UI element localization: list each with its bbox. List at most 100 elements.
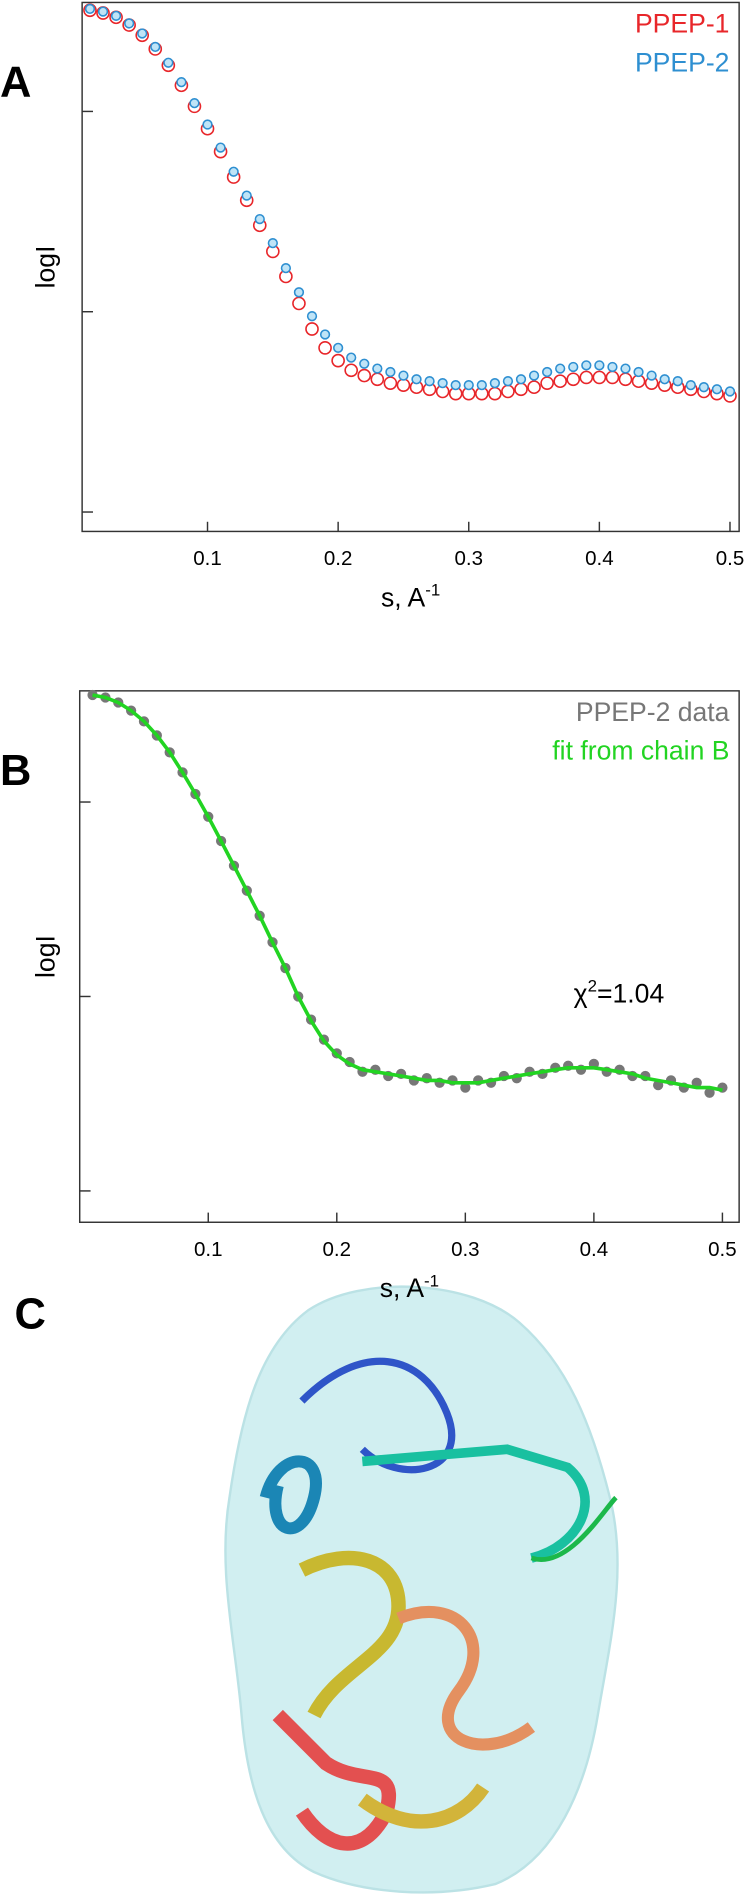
- data-point: [411, 374, 422, 385]
- legend-entry: PPEP-1: [635, 9, 730, 39]
- data-point: [527, 380, 541, 395]
- ribbon: [259, 1455, 322, 1535]
- annotation-text: =1.04: [597, 978, 664, 1008]
- data-point: [110, 10, 122, 21]
- data-point: [137, 28, 148, 39]
- x-axis-label-text: s, A: [381, 582, 426, 612]
- data-point: [541, 366, 553, 378]
- annotation: χ2=1.04: [574, 977, 665, 1009]
- data-point: [241, 190, 252, 201]
- data-point: [450, 380, 461, 391]
- ribbon: [357, 1783, 490, 1829]
- x-tick-label: 0.5: [708, 1238, 737, 1261]
- data-point: [346, 352, 357, 363]
- data-point: [437, 378, 448, 389]
- x-tick-label: 0.1: [194, 1238, 223, 1261]
- data-point: [372, 363, 383, 374]
- data-point: [672, 376, 683, 387]
- data-point: [228, 166, 239, 177]
- data-point: [84, 3, 96, 15]
- ribbon: [530, 1495, 618, 1562]
- fit-line: [92, 693, 723, 1092]
- data-point: [515, 374, 527, 385]
- annotation-symbol: χ: [574, 978, 588, 1008]
- data-point: [370, 372, 385, 387]
- data-point: [150, 41, 161, 53]
- data-point: [463, 380, 474, 391]
- panel-c: C: [14, 1285, 619, 1894]
- x-tick-label: 0.2: [323, 1238, 352, 1261]
- chart: 0.1 0.2 0.3 0.4 0.5 s, A-1 logI A PPEP-1 PPEP-2: [0, 1, 745, 612]
- data-point: [698, 382, 709, 393]
- data-point: [202, 119, 213, 130]
- data-point: [398, 370, 409, 381]
- data-point: [633, 366, 644, 378]
- data-point: [555, 363, 566, 374]
- x-axis-label: s, A-1: [380, 1271, 439, 1303]
- data-point: [581, 360, 592, 371]
- data-point: [293, 287, 305, 298]
- data-point: [267, 238, 278, 249]
- data-point: [424, 376, 435, 387]
- data-point: [333, 342, 344, 354]
- x-tick-label: 0.4: [580, 1238, 609, 1261]
- data-point: [659, 374, 670, 385]
- chart: 0.1 0.2 0.3 0.4 0.5 s, A-1 logI B PPEP-2 data fit…: [0, 689, 740, 1303]
- data-point: [318, 341, 332, 355]
- x-axis-label: s, A-1: [381, 580, 440, 612]
- data-point: [215, 142, 226, 153]
- data-point: [620, 363, 631, 374]
- data-point: [189, 98, 200, 109]
- data-point: [254, 213, 265, 225]
- data-point: [176, 77, 187, 88]
- x-tick-label: 0.5: [716, 547, 745, 570]
- data-point: [280, 263, 292, 274]
- legend-entry: PPEP-2 data: [576, 697, 730, 727]
- data-point: [488, 386, 502, 401]
- data-point: [711, 384, 723, 395]
- data-point: [501, 384, 515, 399]
- data-point: [568, 361, 579, 373]
- ribbon: [361, 1444, 590, 1563]
- x-tick-label: 0.1: [193, 547, 222, 570]
- data-point: [359, 358, 370, 369]
- data-point: [357, 368, 372, 383]
- x-tick-label: 0.2: [324, 547, 353, 570]
- data-point: [724, 386, 736, 397]
- data-point: [331, 353, 345, 368]
- y-axis-label: logI: [30, 246, 60, 289]
- data-point: [124, 18, 135, 29]
- data-point: [618, 372, 633, 387]
- data-point: [594, 360, 605, 371]
- data-point: [592, 370, 607, 385]
- legend-entry: PPEP-2: [635, 47, 730, 77]
- data-point: [646, 370, 657, 381]
- annotation-superscript: 2: [588, 977, 597, 996]
- plot-frame: [78, 690, 740, 1223]
- data-point: [553, 374, 568, 389]
- x-axis-label-text: s, A: [380, 1273, 425, 1303]
- data-point: [383, 376, 398, 390]
- data-point: [605, 370, 620, 385]
- data-point: [476, 380, 487, 391]
- data-point: [489, 378, 501, 389]
- panel-label: C: [14, 1291, 45, 1339]
- panel-label: B: [0, 747, 31, 795]
- data-point: [607, 361, 618, 373]
- data-point: [502, 376, 514, 387]
- data-point: [163, 57, 174, 68]
- x-tick-label: 0.4: [585, 547, 614, 570]
- data-point: [292, 296, 306, 311]
- data-point: [344, 363, 359, 378]
- legend-entry: fit from chain B: [552, 736, 729, 766]
- x-tick-label: 0.3: [451, 1238, 480, 1261]
- data-point: [579, 370, 594, 385]
- data-point: [566, 372, 581, 387]
- data-point: [685, 380, 696, 391]
- data-point: [306, 311, 318, 322]
- ribbon: [298, 1550, 406, 1719]
- data-point: [305, 322, 319, 336]
- data-point: [97, 6, 109, 17]
- data-point: [528, 370, 540, 381]
